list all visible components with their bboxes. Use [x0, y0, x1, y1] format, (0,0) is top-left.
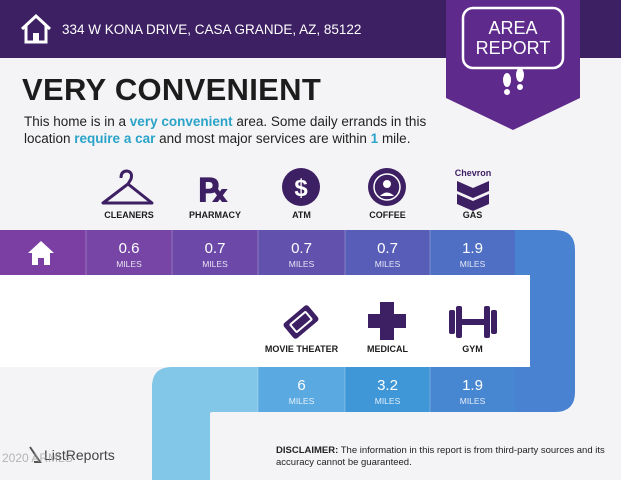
description: This home is in a very convenient area. … [24, 113, 464, 147]
cleaners-icon [101, 169, 154, 205]
amenity-label: ATM [292, 210, 311, 220]
description-highlight: require a car [74, 131, 156, 146]
distance-unit: MILES [375, 259, 401, 269]
disclaimer-text: The information in this report is from t… [276, 445, 605, 468]
movie-icon [283, 305, 319, 339]
row-1: 0.6 MILES 0.7 MILES 0.7 MILES 0.7 MILES 1.9 MILES [85, 230, 515, 275]
description-text: This home is in a [24, 114, 130, 129]
description-highlight: very convenient [129, 114, 233, 129]
distance-cell [345, 367, 430, 412]
medical-icon [368, 302, 406, 340]
badge [446, 0, 580, 130]
panel [0, 275, 530, 367]
gas-brand: Chevron [455, 168, 492, 178]
home-icon [20, 13, 52, 44]
distance-cell [430, 367, 515, 412]
distance-value: 0.7 [205, 240, 226, 257]
svg-text:℞: ℞ [199, 172, 229, 210]
distance-cell [172, 230, 258, 275]
distance-cell [345, 230, 430, 275]
description-highlight: 1 [370, 131, 379, 146]
distance-unit: MILES [460, 396, 486, 406]
distance-unit: MILES [289, 259, 315, 269]
amenity-label: PHARMACY [189, 210, 241, 220]
amenity-label: MOVIE THEATER [265, 344, 339, 354]
amenity-label: MEDICAL [367, 344, 408, 354]
amenity-label: GYM [462, 344, 483, 354]
description-text: mile. [378, 131, 411, 146]
distance-value: 0.7 [377, 240, 398, 257]
svg-text:$: $ [294, 175, 308, 202]
gym-icon [449, 306, 497, 338]
watermark: 2020 ARMLS [2, 451, 73, 465]
distance-value: 0.6 [119, 240, 140, 257]
distance-cell [86, 230, 172, 275]
distance-value: 3.2 [377, 377, 398, 394]
amenity-label: GAS [463, 210, 483, 220]
panel-corner [510, 275, 530, 367]
badge-frame [461, 6, 565, 70]
amenity-label: CLEANERS [104, 210, 154, 220]
logo: ListReports [44, 447, 115, 463]
gas-icon: Chevron [455, 168, 492, 211]
distance-cell [258, 230, 345, 275]
distance-unit: MILES [375, 396, 401, 406]
band-descent [152, 367, 258, 480]
atm-icon: $ [282, 168, 320, 206]
distance-value: 0.7 [291, 240, 312, 257]
badge-line2: REPORT [476, 38, 551, 58]
distance-unit: MILES [460, 259, 486, 269]
distance-value: 1.9 [462, 377, 483, 394]
disclaimer-label: DISCLAIMER: [276, 445, 339, 456]
distance-unit: MILES [202, 259, 228, 269]
row-2: 6 MILES 3.2 MILES 1.9 MILES [257, 367, 515, 412]
amenity-label: COFFEE [369, 210, 406, 220]
coffee-icon [368, 168, 406, 206]
address: 334 W KONA DRIVE, CASA GRANDE, AZ, 85122 [62, 22, 361, 37]
title: VERY CONVENIENT [22, 72, 322, 107]
badge-line1: AREA [488, 18, 537, 38]
distance-value: 1.9 [462, 240, 483, 257]
description-text: location [24, 131, 75, 146]
pharmacy-icon: ℞ [199, 172, 229, 210]
description-text: area. Some daily errands in this [232, 114, 427, 129]
distance-cell [430, 230, 515, 275]
home-cell-icon [28, 241, 54, 265]
disclaimer: DISCLAIMER: The information in this repo… [276, 445, 606, 469]
distance-unit: MILES [116, 259, 142, 269]
footprints-icon [503, 68, 524, 95]
distance-cell [258, 367, 345, 412]
description-text: and most major services are within [155, 131, 371, 146]
distance-unit: MILES [289, 396, 315, 406]
logo-mark [29, 446, 42, 463]
distance-value: 6 [297, 377, 305, 394]
